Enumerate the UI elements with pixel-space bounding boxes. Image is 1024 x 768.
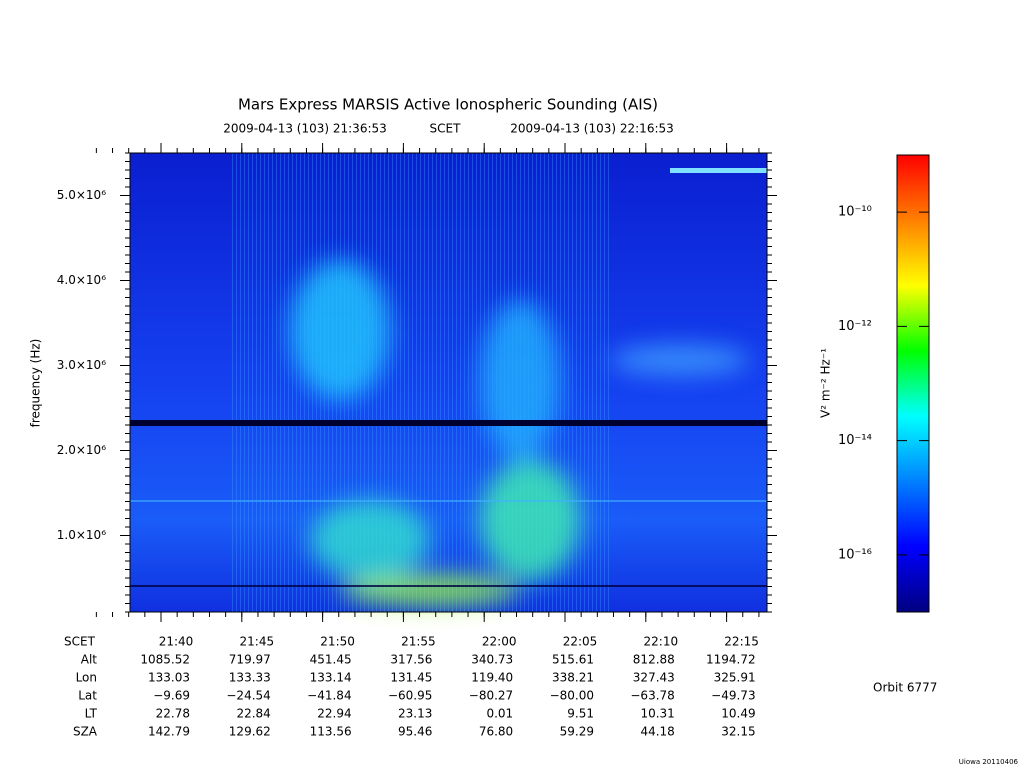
ephemeris-value: 9.51	[567, 707, 594, 721]
y-tick-label: 4.0×10⁶	[57, 273, 106, 287]
x-tick-label: 22:15	[724, 635, 759, 649]
colorbar-tick-label: 10⁻¹⁴	[838, 433, 872, 448]
colorbar-tick-label: 10⁻¹²	[838, 319, 872, 334]
footer: Uiowa 20110406	[959, 758, 1019, 766]
ephemeris-value: 32.15	[721, 725, 755, 739]
ephemeris-value: 129.62	[229, 725, 271, 739]
row-label: Alt	[81, 653, 98, 667]
ephemeris-value: 317.56	[390, 653, 432, 667]
ephemeris-value: 142.79	[148, 725, 190, 739]
row-label: Lat	[78, 689, 97, 703]
ephemeris-value: 340.73	[471, 653, 513, 667]
ephemeris-value: 515.61	[552, 653, 594, 667]
ephemeris-value: 119.40	[471, 671, 513, 685]
colorbar-tick-label: 10⁻¹⁰	[838, 205, 872, 220]
ephemeris-value: −60.95	[388, 689, 432, 703]
orbit: Orbit 6777	[873, 681, 937, 695]
ephemeris-value: 59.29	[560, 725, 594, 739]
ephemeris-value: 22.94	[317, 707, 351, 721]
ephemeris-value: 95.46	[398, 725, 432, 739]
spectrogram-image	[130, 153, 767, 612]
ephemeris-value: 1085.52	[140, 653, 190, 667]
ephemeris-value: −80.00	[550, 689, 594, 703]
ephemeris-value: −80.27	[469, 689, 513, 703]
ephemeris-value: −63.78	[630, 689, 674, 703]
row-label: SZA	[73, 725, 98, 739]
ephemeris-value: 131.45	[390, 671, 432, 685]
y-tick-label: 2.0×10⁶	[57, 443, 106, 457]
ephemeris-value: 10.49	[721, 707, 755, 721]
ephemeris-value: 451.45	[310, 653, 352, 667]
ephemeris-value: −9.69	[153, 689, 190, 703]
x-tick-label: 21:55	[401, 635, 436, 649]
ephemeris-value: 327.43	[633, 671, 675, 685]
ephemeris-value: 10.31	[640, 707, 674, 721]
ephemeris-value: 719.97	[229, 653, 271, 667]
ephemeris-value: 325.91	[714, 671, 756, 685]
row-label: LT	[85, 707, 98, 721]
colorbar	[896, 154, 930, 613]
ephemeris-value: 22.84	[236, 707, 270, 721]
y-tick-label: 3.0×10⁶	[57, 358, 106, 372]
ephemeris-value: 76.80	[479, 725, 513, 739]
subtitle-end: 2009-04-13 (103) 22:16:53	[510, 122, 674, 136]
ephemeris-value: 338.21	[552, 671, 594, 685]
ephemeris-value: 133.03	[148, 671, 190, 685]
ephemeris-value: 1194.72	[706, 653, 756, 667]
ephemeris-value: −24.54	[226, 689, 270, 703]
x-tick-label: 21:50	[320, 635, 355, 649]
subtitle-start: 2009-04-13 (103) 21:36:53	[223, 122, 387, 136]
ephemeris-value: −41.84	[307, 689, 351, 703]
ephemeris-value: −49.73	[711, 689, 755, 703]
x-tick-label: 22:00	[482, 635, 517, 649]
colorbar-tick-label: 10⁻¹⁶	[838, 547, 872, 562]
y-tick-label: 5.0×10⁶	[57, 188, 106, 202]
ephemeris-value: 22.78	[156, 707, 190, 721]
y-axis-label: frequency (Hz)	[29, 339, 43, 428]
row-label: SCET	[64, 635, 96, 649]
x-tick-label: 22:10	[644, 635, 679, 649]
subtitle-scet: SCET	[430, 122, 462, 136]
ephemeris-value: 113.56	[310, 725, 352, 739]
colorbar-label: V² m⁻² Hz⁻¹	[819, 348, 833, 418]
x-tick-label: 21:45	[240, 635, 275, 649]
row-label: Lon	[76, 671, 97, 685]
ephemeris-value: 133.14	[310, 671, 352, 685]
ephemeris-value: 133.33	[229, 671, 271, 685]
y-tick-label: 1.0×10⁶	[57, 528, 106, 542]
ephemeris-value: 812.88	[633, 653, 675, 667]
x-tick-label: 22:05	[563, 635, 598, 649]
x-tick-label: 21:40	[159, 635, 194, 649]
ephemeris-value: 0.01	[486, 707, 513, 721]
ephemeris-value: 23.13	[398, 707, 432, 721]
ephemeris-value: 44.18	[640, 725, 674, 739]
chart-title: Mars Express MARSIS Active Ionospheric S…	[238, 96, 658, 114]
